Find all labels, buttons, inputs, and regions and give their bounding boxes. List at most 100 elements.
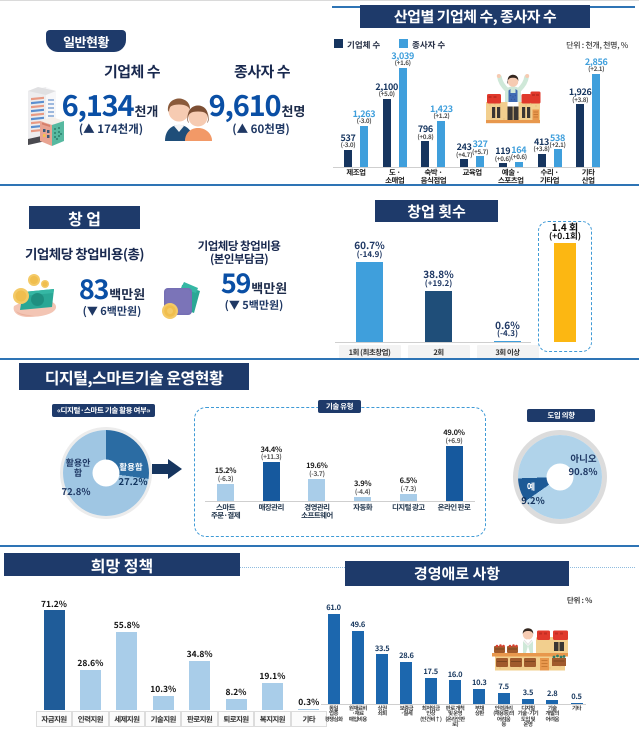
startup-own-value: 59 — [220, 262, 252, 301]
bar — [476, 156, 485, 167]
bar-value-label: 164 (+0.6) — [510, 142, 527, 162]
bar — [449, 680, 461, 704]
startup-own-unit: 백만원 — [251, 278, 288, 297]
bar-value-label: 33.5 — [374, 642, 390, 654]
bar-value-label: 55.8% — [113, 619, 140, 632]
difficulty-chart: 61.0 동일 업종 경쟁심화 49.6 원재료비 ·재료 매입비용 33.5 상권 쇠퇴 28.6 보… — [315, 600, 605, 727]
bar-value-label: 119 (+0.6) — [494, 144, 511, 163]
bar-value-label: 0.3% — [298, 696, 320, 709]
bar-category-label: 디지털 기술·기기 도입 및 운영 — [517, 704, 539, 729]
bar-value-label: 2,100 (+5.0) — [375, 79, 399, 99]
bar-value-label: 17.5 — [423, 666, 438, 678]
general-status-badge: 일반현황 — [46, 30, 126, 52]
bar-category-label: 동일 업종 경쟁심화 — [324, 704, 343, 723]
legend-company-swatch — [334, 39, 343, 48]
bar-value-label: 61.0 — [326, 601, 341, 613]
bar-category-label: 판로지원 — [181, 711, 218, 727]
bar-value-label: 1,423 (+1.2) — [430, 101, 453, 121]
bar-category-label: 도 · 소매업 — [385, 167, 405, 186]
bar-value-label: 16.0 — [447, 668, 463, 680]
intent-dark-pct: 9.2% — [521, 493, 545, 507]
divider-3 — [0, 545, 639, 547]
bar — [399, 493, 417, 501]
bar-category-label: 기술지원 — [145, 711, 182, 727]
startup-header: 창 업 — [29, 206, 140, 230]
bar-value-label: 537 (-3.0) — [340, 130, 356, 149]
startup-own-delta: (▼ 5백만원) — [224, 297, 284, 313]
bar — [376, 654, 389, 704]
usage-dark-pct: 27.2% — [118, 474, 148, 488]
bar — [360, 125, 368, 167]
bar — [354, 496, 372, 501]
bar — [225, 698, 247, 710]
worker-count-title: 종사자 수 — [233, 61, 291, 82]
company-count-value: 6,134 — [61, 83, 135, 125]
bar — [421, 141, 430, 167]
arrow-right-icon — [152, 459, 182, 479]
divider-1 — [0, 184, 639, 186]
tech-type-badge: 기술 유형 — [318, 400, 361, 413]
startup-own-title-line2: (본인부담금) — [209, 251, 269, 267]
tech-axis — [205, 501, 475, 502]
bar-category-label: 최저임금 인상 (인건비↑) — [420, 704, 442, 723]
bar-category-label: 보증금 ·월세 — [399, 704, 414, 718]
bar-value-label: 7.5 — [498, 681, 509, 693]
bar-category-label: 스마트 주문·결제 — [210, 502, 241, 521]
startup-count-header: 창업 횟수 — [375, 200, 498, 222]
difficulty-header-label: 경영애로 사항 — [413, 563, 501, 584]
bar — [308, 478, 326, 501]
bar-category-label: 기타 — [290, 711, 327, 727]
usage-light-label-line1: 활용안 — [65, 456, 91, 469]
company-count-unit: 천개 — [134, 101, 159, 120]
bar — [400, 661, 413, 704]
bar-category-label: 디지털 광고 — [391, 502, 425, 513]
intent-dark-label: 예 — [526, 480, 536, 493]
bar — [537, 153, 546, 167]
bar — [514, 161, 523, 167]
bar — [43, 610, 65, 710]
bar-value-label: 49.0% (+6.9) — [443, 427, 465, 445]
money-hand-icon — [13, 274, 57, 317]
bar-value-label: 60.7% (-14.9) — [354, 237, 385, 260]
digital-section-title: 디지털,스마트기술 운영현황 — [19, 363, 249, 390]
bar — [152, 695, 174, 710]
bar — [344, 149, 352, 167]
startup-own-title-line1: 기업체당 창업비용 — [197, 238, 281, 254]
bar-value-label: 3.9% (-4.4) — [353, 477, 372, 496]
bar-value-label: 34.4% (+11.3) — [260, 443, 282, 462]
bar-category-label: 자금지원 — [35, 711, 73, 727]
intent-light-label: 아니오 — [570, 451, 597, 465]
bar-category-label: 수리 · 기타업 — [539, 167, 560, 186]
bar — [298, 709, 320, 710]
bar-value-label: 71.2% — [41, 597, 67, 610]
startup-total-delta: (▼ 6백만원) — [82, 303, 142, 319]
top-hairline — [0, 0, 639, 1]
bar-category-label: 인력관리 (채용등)의 어려움 등 — [493, 704, 514, 729]
bar — [356, 262, 383, 342]
startup-count-header-label: 창업 횟수 — [407, 200, 466, 222]
people-icon — [165, 98, 212, 141]
bar-value-label: 413 (+3.8) — [533, 134, 550, 153]
bar-value-label: 6.5% (-7.3) — [399, 475, 418, 493]
bar-value-label: 15.2% (-6.3) — [214, 465, 237, 484]
usage-light-label-line2: 함 — [73, 466, 83, 479]
bar-value-label: 49.6 — [350, 618, 366, 630]
bar-category-label: 기술 개발의 어려움 — [545, 704, 559, 723]
legend-worker-label: 종사자 수 — [412, 39, 446, 51]
bar-value-label: 10.3 — [472, 676, 487, 688]
bar-category-label: 부채 상환 — [474, 704, 485, 718]
bar-category-label: 복지지원 — [254, 711, 291, 727]
digital-section-title-label: 디지털,스마트기술 운영현황 — [44, 364, 224, 389]
bar — [398, 68, 407, 167]
bar — [189, 661, 211, 710]
bar-category-label: 인력지원 — [72, 711, 109, 727]
bar — [546, 699, 559, 704]
bar-value-label: 19.6% (-3.7) — [306, 460, 328, 479]
bar-value-label: 538 (+2.1) — [549, 130, 566, 149]
policy-header: 희망 정책 — [4, 552, 240, 577]
bar-value-label: 1,263 (-3.0) — [352, 106, 376, 126]
usage-light-label: 활용안 함 — [56, 458, 100, 478]
policy-header-label: 희망 정책 — [90, 552, 154, 577]
bar-category-label: 경영관리 소프트웨어 — [301, 502, 333, 521]
bar-value-label: 796 (+0.8) — [417, 122, 434, 141]
